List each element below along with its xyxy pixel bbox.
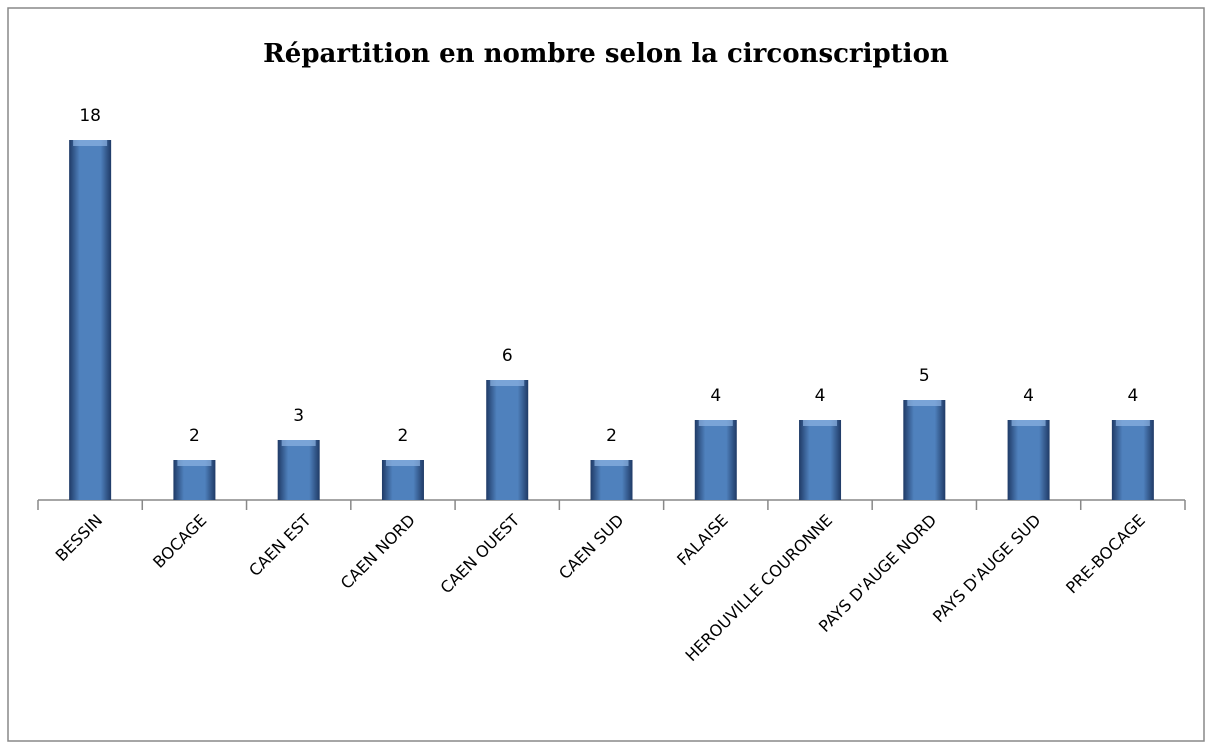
bar-bevel (803, 420, 838, 426)
bar (277, 440, 320, 500)
bar-bevel (698, 420, 733, 426)
bar-bevel (281, 440, 316, 446)
data-label: 6 (502, 346, 513, 366)
bar (590, 460, 633, 500)
bar (69, 140, 112, 500)
data-label: 2 (606, 426, 617, 446)
bar (1111, 420, 1154, 500)
bar (694, 420, 737, 500)
bar (486, 380, 529, 500)
data-label: 4 (1023, 386, 1034, 406)
chart-title: Répartition en nombre selon la circonscr… (263, 39, 949, 69)
bar-bevel (490, 380, 525, 386)
bar (173, 460, 216, 500)
bar-bevel (594, 460, 629, 466)
data-label: 4 (815, 386, 826, 406)
bar (903, 400, 946, 500)
bar-bevel (907, 400, 942, 406)
bar-bevel (1011, 420, 1046, 426)
data-label: 2 (398, 426, 409, 446)
bar-bevel (1115, 420, 1150, 426)
data-label: 3 (293, 406, 304, 426)
data-label: 18 (79, 106, 101, 126)
bar-bevel (73, 140, 108, 146)
chart-border (7, 7, 1205, 742)
bar (1007, 420, 1050, 500)
data-label: 4 (710, 386, 721, 406)
data-label: 5 (919, 366, 930, 386)
bar-bevel (177, 460, 212, 466)
bar-bevel (385, 460, 420, 466)
data-label: 4 (1127, 386, 1138, 406)
bar (799, 420, 842, 500)
bar (381, 460, 424, 500)
data-label: 2 (189, 426, 200, 446)
